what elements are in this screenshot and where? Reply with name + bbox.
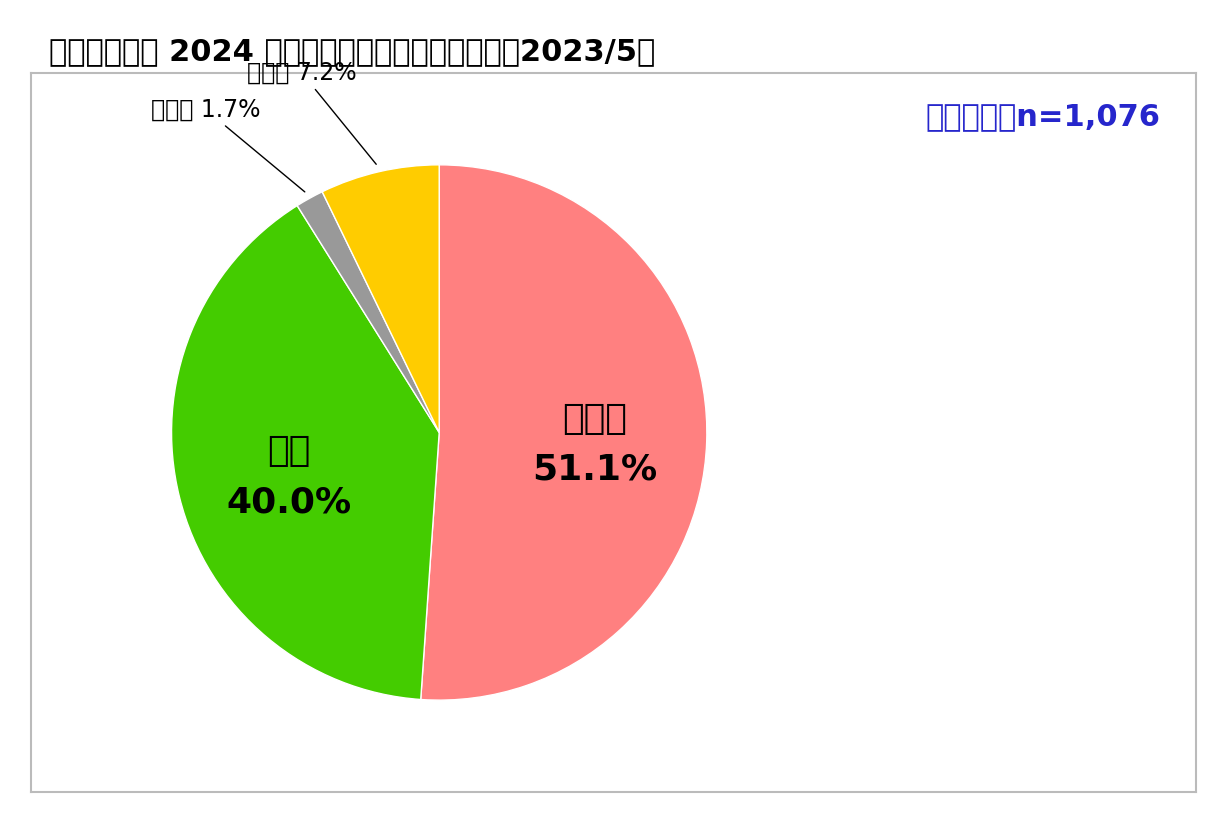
Text: 樣本總數：n=1,076: 樣本總數：n=1,076 bbox=[926, 102, 1160, 131]
Text: 圖１：國人對 2024 民進黨再次完全執政的態度　（2023/5）: 圖１：國人對 2024 民進黨再次完全執政的態度 （2023/5） bbox=[49, 37, 655, 66]
Text: 沒意見 7.2%: 沒意見 7.2% bbox=[246, 60, 376, 164]
Wedge shape bbox=[421, 165, 706, 700]
Wedge shape bbox=[172, 206, 439, 699]
Text: 支持: 支持 bbox=[267, 434, 310, 468]
Wedge shape bbox=[322, 165, 439, 432]
Text: 不知道 1.7%: 不知道 1.7% bbox=[151, 97, 305, 192]
Wedge shape bbox=[298, 192, 439, 432]
Text: 51.1%: 51.1% bbox=[532, 453, 656, 487]
Text: 不支持: 不支持 bbox=[562, 402, 627, 436]
Text: 40.0%: 40.0% bbox=[226, 486, 351, 519]
